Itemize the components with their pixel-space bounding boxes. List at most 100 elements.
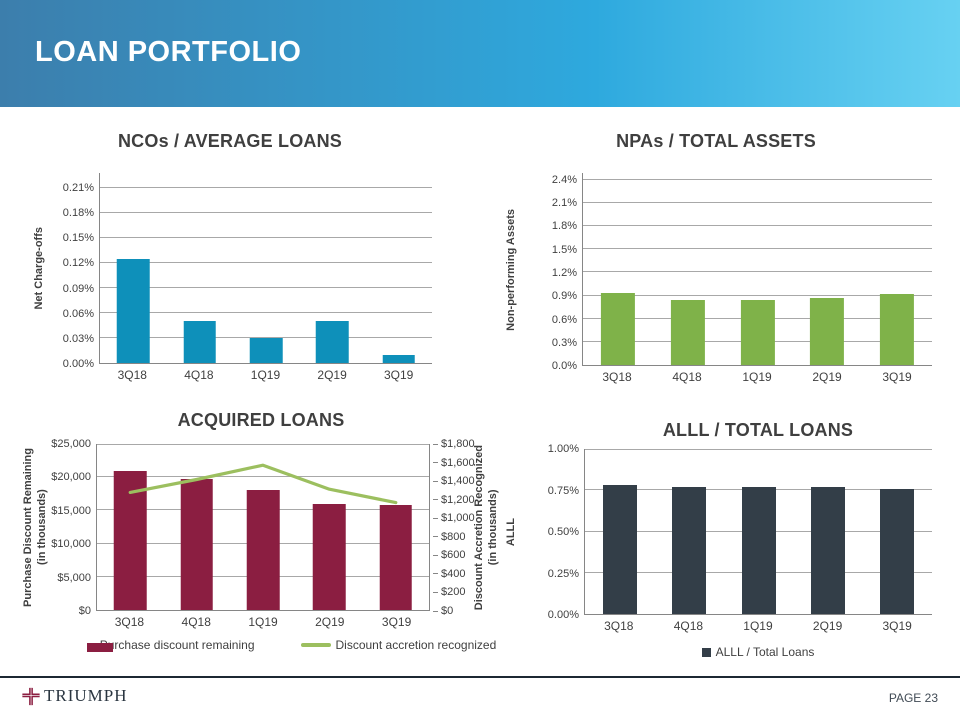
x-axis-labels: 3Q18 4Q18 1Q19 2Q19 3Q19 <box>96 611 430 629</box>
gridline <box>583 178 932 180</box>
legend-item: ALLL / Total Loans <box>701 645 815 659</box>
brand-name: TRIUMPH <box>44 686 128 705</box>
y-tick-label: 0.75% <box>547 484 579 497</box>
bar-4Q18 <box>183 321 216 363</box>
y-axis-title-line1: Discount Accretion Recognized <box>473 444 486 611</box>
x-tick-label: 2Q19 <box>315 615 345 629</box>
bar-4Q18 <box>180 479 213 610</box>
y-tick-label: 0.21% <box>62 182 94 195</box>
y-tick-label: $25,000 <box>51 438 91 450</box>
gridline <box>100 262 432 263</box>
bar-3Q18 <box>600 293 635 365</box>
gridline <box>100 312 432 313</box>
x-axis-labels: 3Q18 4Q18 1Q19 2Q19 3Q19 <box>582 366 932 384</box>
y-axis-ticks-left: $0 $5,000 $10,000 $15,000 $20,000 $25,000 <box>50 438 96 617</box>
bar-3Q19 <box>379 505 413 610</box>
y-tick-label: 0.9% <box>551 290 577 303</box>
x-tick-label: 3Q19 <box>383 368 414 382</box>
y-tick-label: $10,000 <box>51 538 91 551</box>
gridline <box>100 287 432 289</box>
x-tick-label: 1Q19 <box>250 368 281 382</box>
gridline <box>583 202 932 204</box>
y-tick-label: 0.50% <box>547 526 579 538</box>
legend-label: ALLL / Total Loans <box>715 645 815 659</box>
bar-4Q18 <box>672 486 707 614</box>
x-tick-label: 4Q18 <box>181 615 211 629</box>
legend-label: Discount accretion recognized <box>335 638 497 652</box>
gridline <box>585 449 932 450</box>
gridline <box>100 212 432 214</box>
y-tick-label: 2.4% <box>551 173 577 186</box>
plot-area <box>99 173 432 364</box>
x-tick-label: 1Q19 <box>248 615 278 629</box>
y-axis-ticks: 0.0% 0.3% 0.6% 0.9% 1.2% 1.5% 1.8% 2.1% 2.4% <box>524 173 582 372</box>
x-tick-label: 3Q19 <box>882 370 912 384</box>
bar-2Q19 <box>810 486 845 614</box>
x-tick-label: 3Q18 <box>604 619 634 633</box>
slide-title: LOAN PORTFOLIO <box>35 36 302 68</box>
x-tick-label: 3Q19 <box>381 615 412 629</box>
y-tick-label: $20,000 <box>51 471 91 484</box>
gridline <box>97 476 429 478</box>
y-tick-label: 0.00% <box>547 609 579 621</box>
legend-swatch-square <box>701 647 711 657</box>
gridline <box>583 225 932 227</box>
y-tick-label: 0.6% <box>551 313 577 326</box>
acquired-loans-chart: ACQUIRED LOANS Purchase Discount Remaini… <box>22 408 500 652</box>
y-tick-label: 1.8% <box>551 220 577 233</box>
x-tick-label: 1Q19 <box>742 370 772 384</box>
x-tick-label: 4Q18 <box>673 619 704 633</box>
y-axis-title-line1: Purchase Discount Remaining <box>22 448 35 607</box>
legend-item: Purchase discount remaining <box>86 638 255 652</box>
y-axis-ticks-right: $0 $200 $400 $600 $800 $1,000 $1,200 $1,400 $1,6… <box>430 438 475 617</box>
y-tick-label: $0 <box>78 605 91 617</box>
x-tick-label: 4Q18 <box>184 368 214 382</box>
alll-total-loans-chart: ALLL / TOTAL LOANS ALLL 0.00% 0.25% 0.50% 0… <box>500 408 932 659</box>
legend-item: Discount accretion recognized <box>300 638 497 652</box>
y-tick-label: $15,000 <box>51 504 91 517</box>
plot-area <box>584 449 932 615</box>
chart-title: NCOs / AVERAGE LOANS <box>117 131 343 151</box>
y-tick-label: 1.5% <box>551 243 577 256</box>
bar-2Q19 <box>316 321 349 363</box>
y-axis-title-text: Net Charge-offs <box>33 227 46 310</box>
y-tick-label: $400 <box>433 568 465 580</box>
bar-3Q19 <box>880 488 915 614</box>
y-tick-label: $1,000 <box>433 512 475 524</box>
bar-2Q19 <box>313 503 346 610</box>
y-tick-label: $5,000 <box>57 571 91 584</box>
x-tick-label: 4Q18 <box>672 370 702 384</box>
y-axis-title-left: Purchase Discount Remaining (in thousand… <box>22 444 50 611</box>
triumph-cross-icon <box>22 687 40 705</box>
bar-1Q19 <box>249 338 283 363</box>
y-tick-label: $600 <box>433 549 465 561</box>
plot-area <box>582 173 932 366</box>
plot-area <box>96 444 430 611</box>
y-axis-title: Non-performing Assets <box>500 173 524 366</box>
y-axis-title-text: Non-performing Assets <box>505 208 518 331</box>
triumph-logo: TRIUMPH <box>22 686 128 706</box>
y-tick-label: $1,200 <box>433 494 475 506</box>
y-tick-label: 0.06% <box>62 307 94 320</box>
gridline <box>583 271 932 273</box>
y-tick-label: 2.1% <box>551 197 577 210</box>
x-tick-label: 3Q19 <box>882 619 912 633</box>
bar-3Q19 <box>880 294 915 365</box>
chart-title: ALLL / TOTAL LOANS <box>662 420 854 440</box>
y-tick-label: 0.00% <box>62 358 94 370</box>
chart-title: ACQUIRED LOANS <box>177 410 345 430</box>
bar-3Q18 <box>602 485 637 614</box>
x-axis-labels: 3Q18 4Q18 1Q19 2Q19 3Q19 <box>584 615 932 633</box>
bar-1Q19 <box>246 490 280 610</box>
gridline <box>100 187 432 188</box>
y-axis-title: ALLL <box>500 449 524 615</box>
y-tick-label: 0.25% <box>547 567 579 580</box>
y-tick-label: 1.2% <box>551 267 577 279</box>
x-tick-label: 1Q19 <box>743 619 773 633</box>
bar-1Q19 <box>741 486 776 614</box>
y-axis-title-line2: (in thousands) <box>36 489 48 566</box>
y-tick-label: 0.3% <box>551 336 577 349</box>
x-axis-labels: 3Q18 4Q18 1Q19 2Q19 3Q19 <box>99 364 432 382</box>
gridline <box>583 248 932 250</box>
bar-3Q18 <box>116 258 150 363</box>
